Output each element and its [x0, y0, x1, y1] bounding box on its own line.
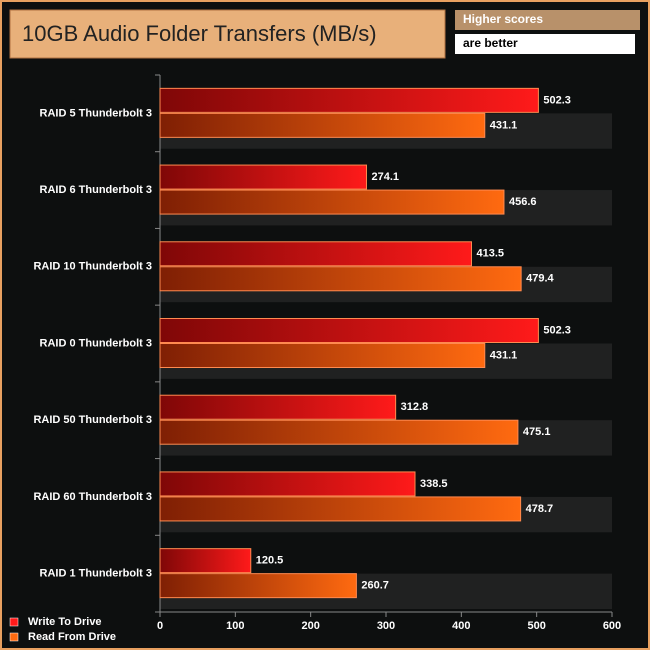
value-label: 431.1: [490, 119, 518, 131]
bar: [159, 471, 416, 497]
value-label: 260.7: [361, 580, 389, 592]
bar: [159, 241, 473, 267]
value-label: 312.8: [401, 401, 429, 413]
bar: [159, 87, 539, 113]
value-label: 475.1: [523, 426, 551, 438]
bar: [159, 189, 505, 215]
x-tick-label: 600: [603, 620, 621, 632]
note-box: [455, 34, 635, 54]
annotation: Higher scores: [463, 12, 543, 26]
y-tick-label: RAID 6 Thunderbolt 3: [40, 184, 152, 196]
value-label: 502.3: [543, 94, 571, 106]
x-tick-label: 0: [157, 620, 163, 632]
annotation: are better: [463, 36, 518, 50]
legend-swatch: [9, 617, 19, 627]
x-tick-label: 400: [452, 620, 470, 632]
bar: [159, 164, 367, 190]
x-tick-label: 500: [527, 620, 545, 632]
bar: [159, 573, 357, 599]
legend-label: Write To Drive: [28, 616, 102, 628]
y-tick-label: RAID 1 Thunderbolt 3: [40, 568, 152, 580]
bar: [159, 318, 539, 343]
x-tick-label: 200: [301, 620, 319, 632]
legend-label: Read From Drive: [28, 631, 116, 643]
value-label: 479.4: [526, 273, 554, 285]
bar: [159, 548, 252, 574]
x-tick-label: 300: [377, 620, 395, 632]
y-tick-label: RAID 5 Thunderbolt 3: [40, 107, 152, 119]
value-label: 431.1: [490, 349, 518, 361]
y-tick-label: RAID 60 Thunderbolt 3: [33, 491, 152, 503]
bar: [159, 496, 522, 522]
bar: [159, 343, 486, 368]
bar: [159, 266, 522, 292]
value-label: 478.7: [526, 503, 554, 515]
value-label: 502.3: [543, 324, 571, 336]
bar: [159, 394, 397, 420]
y-tick-label: RAID 50 Thunderbolt 3: [33, 414, 152, 426]
x-tick-label: 100: [226, 620, 244, 632]
bar: [159, 112, 486, 138]
bar: [159, 419, 519, 445]
chart-title: 10GB Audio Folder Transfers (MB/s): [22, 21, 377, 46]
value-label: 338.5: [420, 478, 448, 490]
value-label: 274.1: [371, 171, 399, 183]
y-tick-label: RAID 10 Thunderbolt 3: [33, 261, 152, 273]
value-label: 456.6: [509, 196, 537, 208]
legend-swatch: [9, 632, 19, 642]
y-tick-label: RAID 0 Thunderbolt 3: [40, 337, 152, 349]
value-label: 413.5: [477, 248, 505, 260]
title-box: [9, 9, 446, 59]
note-box: [455, 10, 640, 30]
value-label: 120.5: [256, 555, 284, 567]
